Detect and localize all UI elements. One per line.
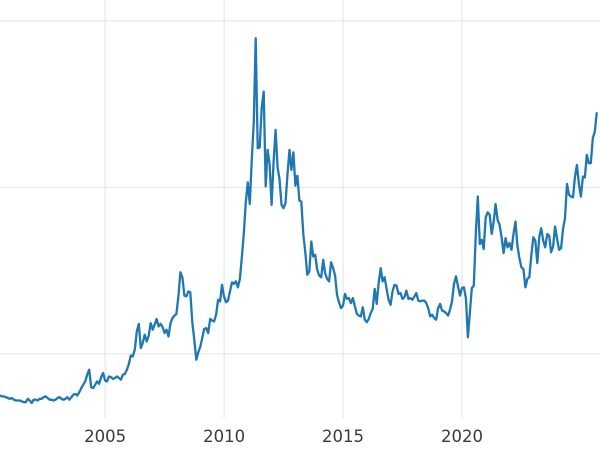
price-line-series <box>0 37 598 405</box>
x-tick-label: 2005 <box>84 427 126 446</box>
x-tick-label: 2020 <box>441 427 483 446</box>
x-tick-label: 2010 <box>203 427 245 446</box>
x-tick-label: 2015 <box>322 427 364 446</box>
